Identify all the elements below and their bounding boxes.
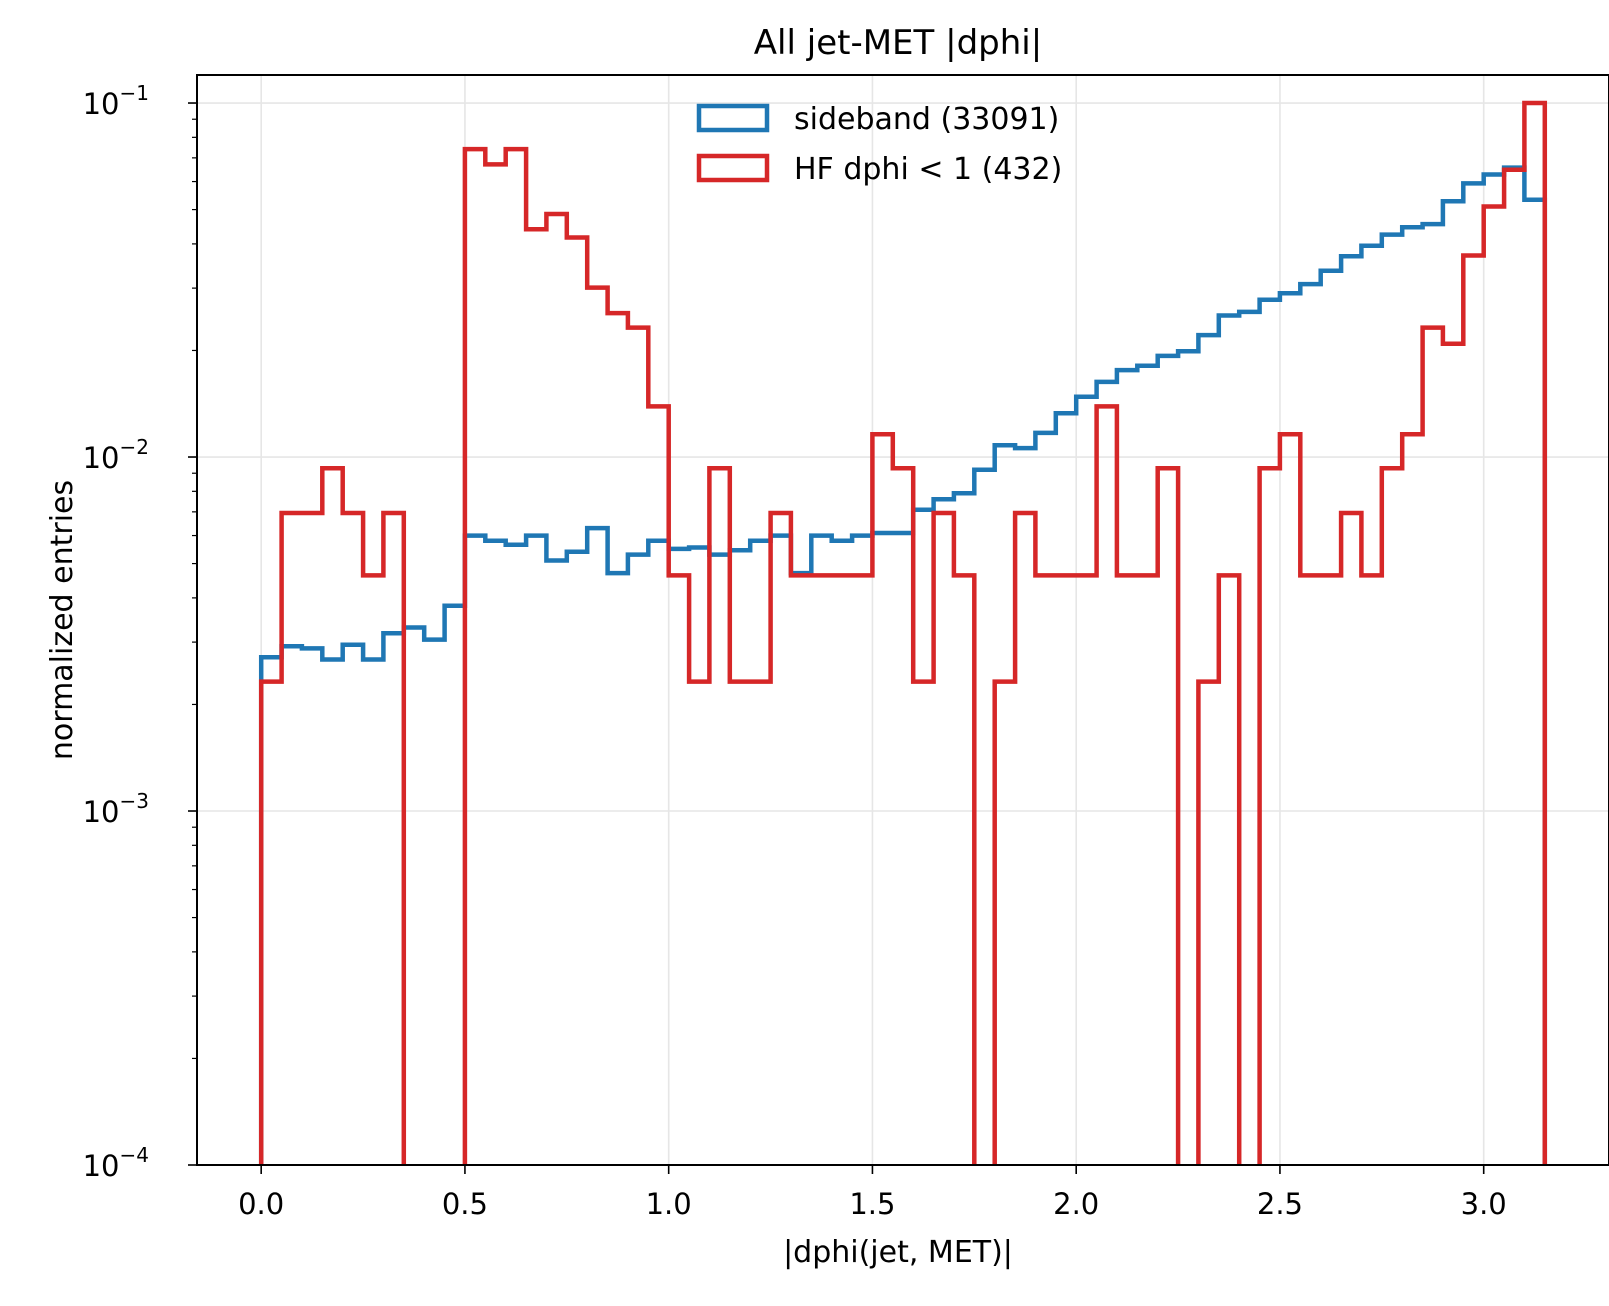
- x-axis: 0.0 0.5 1.0 1.5 2.0 2.5 3.0: [238, 1165, 1507, 1221]
- series-line-hf-dphi: [258, 100, 1548, 1165]
- x-tick-label: 2.5: [1257, 1187, 1303, 1221]
- y-tick-label: 10−4: [83, 1143, 149, 1183]
- legend-label: HF dphi < 1 (432): [794, 152, 1062, 187]
- x-tick-label: 2.0: [1053, 1187, 1099, 1221]
- x-tick-label: 1.5: [849, 1187, 895, 1221]
- legend-swatch: [696, 153, 770, 183]
- plot-frame: [196, 74, 1609, 1166]
- x-tick-label: 3.0: [1461, 1187, 1507, 1221]
- series-layer: [258, 100, 1548, 1165]
- y-axis: 10−1 10−2 10−3 10−4: [83, 81, 197, 1183]
- x-axis-label: |dphi(jet, MET)|: [783, 1235, 1013, 1270]
- y-tick-label: 10−1: [83, 81, 149, 121]
- x-tick-label: 1.0: [646, 1187, 692, 1221]
- y-axis-label: normalized entries: [45, 480, 80, 760]
- legend-label: sideband (33091): [794, 102, 1059, 137]
- x-tick-label: 0.0: [238, 1187, 284, 1221]
- legend-swatch: [696, 103, 770, 133]
- legend: sideband (33091) HF dphi < 1 (432): [696, 102, 1062, 187]
- x-tick-label: 0.5: [442, 1187, 488, 1221]
- y-tick-label: 10−3: [83, 789, 149, 829]
- y-tick-label: 10−2: [83, 435, 149, 475]
- chart-title: All jet-MET |dphi|: [754, 23, 1042, 63]
